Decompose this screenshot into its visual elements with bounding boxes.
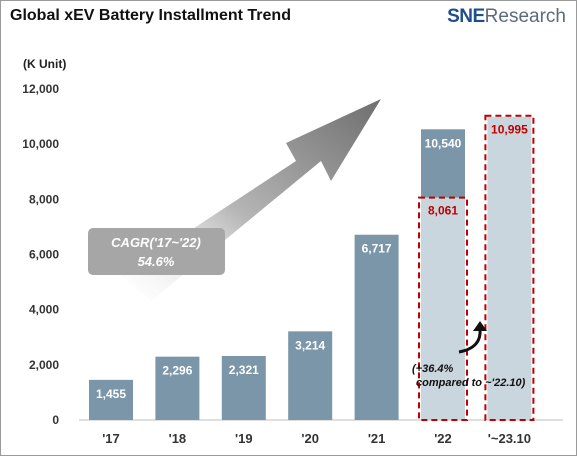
comparison-note-line2: compared to ~'22.10) bbox=[416, 377, 526, 389]
comparison-arrow bbox=[458, 328, 482, 354]
bar bbox=[155, 356, 200, 420]
y-tick-label: 8,000 bbox=[29, 192, 59, 206]
y-axis-unit-label: (K Unit) bbox=[23, 57, 67, 71]
x-tick-label: '19 bbox=[235, 431, 253, 446]
x-tick-label: '22 bbox=[434, 431, 452, 446]
comparison-arrow-head bbox=[473, 321, 487, 331]
x-tick-label: '21 bbox=[368, 431, 386, 446]
bars: 1,455 '17 2,296 '18 2,321 '19 3,214 '20 6,717 '21… bbox=[89, 114, 535, 446]
x-tick-label: '18 bbox=[169, 431, 187, 446]
y-tick-label: 10,000 bbox=[22, 137, 59, 151]
chart-title: Global xEV Battery Installment Trend bbox=[10, 7, 291, 24]
bar bbox=[421, 129, 465, 198]
data-label: 10,540 bbox=[425, 136, 462, 150]
logo-sne: SNE bbox=[447, 6, 485, 27]
y-tick-label: 6,000 bbox=[29, 248, 59, 262]
bar bbox=[354, 234, 399, 420]
data-label: 6,717 bbox=[362, 242, 392, 256]
bar bbox=[487, 116, 532, 420]
y-tick-label: 2,000 bbox=[29, 358, 59, 372]
x-tick-label: '~23.10 bbox=[488, 431, 531, 446]
data-label: 10,995 bbox=[491, 123, 528, 137]
logo-research: Research bbox=[484, 6, 566, 27]
partial-highlight-outline bbox=[418, 196, 468, 421]
data-label: 3,214 bbox=[295, 338, 325, 352]
x-tick-label: '17 bbox=[102, 431, 120, 446]
y-tick-label: 12,000 bbox=[22, 82, 59, 96]
y-tick-label: 0 bbox=[52, 413, 59, 427]
sne-research-logo: SNEResearch bbox=[447, 6, 566, 28]
data-label: 2,296 bbox=[162, 364, 192, 378]
cagr-label: CAGR('17~'22) bbox=[111, 235, 201, 250]
bar bbox=[288, 331, 333, 420]
bar-highlight-outline bbox=[484, 114, 535, 421]
y-axis: 0 2,000 4,000 6,000 8,000 10,000 12,000 bbox=[22, 82, 59, 427]
cagr-value: 54.6% bbox=[138, 254, 175, 269]
data-label: 2,321 bbox=[229, 363, 259, 377]
comparison-note-line1: (+36.4% bbox=[412, 363, 453, 375]
x-tick-label: '20 bbox=[301, 431, 319, 446]
partial-data-label: 8,061 bbox=[428, 204, 458, 218]
bar-partial-segment bbox=[421, 197, 465, 420]
bar bbox=[89, 379, 133, 420]
cagr-box bbox=[88, 228, 225, 275]
data-label: 1,455 bbox=[96, 387, 126, 401]
bar bbox=[221, 355, 266, 420]
y-tick-label: 4,000 bbox=[29, 303, 59, 317]
